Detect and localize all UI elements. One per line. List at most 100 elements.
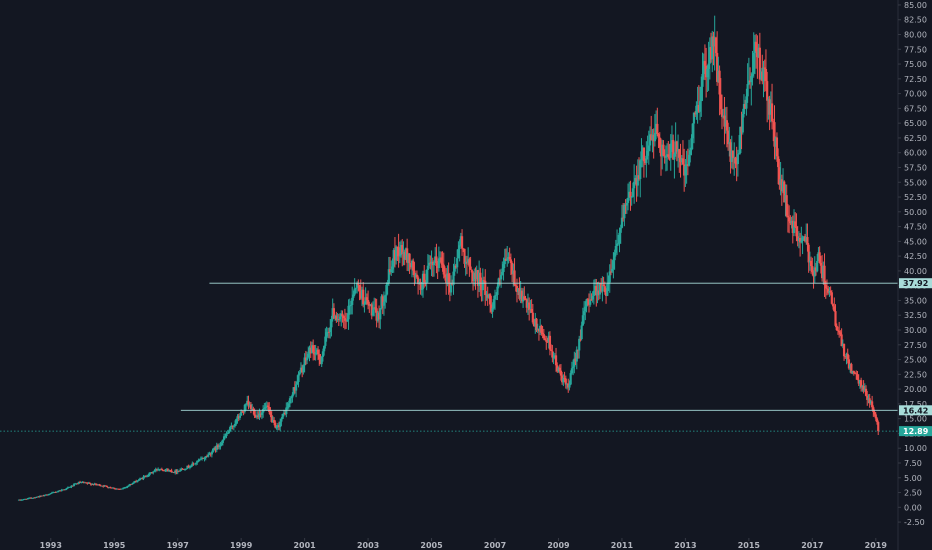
- candle-body: [554, 355, 558, 366]
- candle-body: [205, 456, 209, 458]
- candle-body: [618, 232, 621, 244]
- candle-body: [770, 103, 774, 122]
- candle-body: [764, 68, 768, 82]
- candle-body: [442, 264, 445, 275]
- candle-body: [702, 61, 705, 74]
- candle-body: [836, 330, 840, 331]
- candle-body: [456, 258, 459, 268]
- candle-body: [469, 266, 472, 270]
- candle-body: [763, 67, 766, 69]
- candle-body: [309, 347, 312, 354]
- candle-body: [237, 416, 240, 418]
- candle-body: [650, 134, 653, 141]
- candle-body: [104, 485, 107, 487]
- candle-body: [354, 287, 357, 289]
- candle-body: [181, 468, 184, 470]
- candle-body: [428, 262, 431, 266]
- candle-body: [698, 101, 702, 112]
- candle-body: [49, 493, 52, 495]
- y-tick-label: -2.50: [904, 518, 925, 527]
- candle-body: [725, 120, 728, 131]
- candle-body: [235, 419, 238, 424]
- candle-body: [187, 465, 190, 468]
- candle-body: [327, 331, 331, 333]
- candle-body: [667, 154, 670, 157]
- candle-body: [313, 352, 316, 355]
- candle-body: [525, 299, 528, 308]
- candle-body: [166, 469, 170, 472]
- candle-body: [135, 481, 138, 483]
- candle-body: [264, 406, 267, 408]
- candle-body: [473, 272, 476, 282]
- candle-body: [668, 156, 671, 158]
- candle-body: [298, 372, 301, 375]
- candle-body: [451, 283, 454, 286]
- candle-body: [307, 353, 310, 358]
- candle-body: [645, 155, 648, 164]
- candle-body: [133, 481, 137, 483]
- last-price-marker-bg: [899, 426, 932, 437]
- candle-body: [541, 332, 544, 335]
- candle-body: [515, 286, 519, 292]
- candle-body: [421, 273, 425, 290]
- candle-body: [672, 140, 675, 160]
- candle-body: [186, 465, 189, 469]
- candle-body: [58, 490, 61, 492]
- candle-body: [414, 274, 417, 278]
- candle-body: [59, 490, 62, 492]
- candle-body: [362, 289, 365, 305]
- candle-body: [290, 397, 293, 399]
- candle-body: [663, 155, 666, 158]
- candle-body: [634, 178, 637, 182]
- candle-body: [484, 280, 487, 295]
- candle-body: [231, 425, 234, 427]
- candle-body: [193, 463, 196, 465]
- candle-body: [841, 343, 844, 347]
- candle-body: [229, 427, 232, 432]
- candles-layer: [17, 15, 880, 501]
- candle-body: [819, 262, 822, 266]
- y-tick-label: 82.50: [904, 16, 927, 25]
- candle-body: [96, 484, 99, 486]
- candle-body: [670, 140, 674, 144]
- candle-body: [580, 325, 583, 340]
- candle-body: [648, 134, 652, 146]
- candle-body: [653, 132, 656, 142]
- candle-body: [20, 500, 23, 501]
- candle-body: [585, 299, 588, 307]
- candle-body: [398, 255, 401, 257]
- candle-body: [718, 70, 721, 95]
- candle-body: [800, 240, 803, 243]
- candle-body: [564, 378, 567, 385]
- candle-body: [33, 497, 37, 499]
- candle-body: [244, 404, 248, 405]
- candle-body: [644, 161, 647, 164]
- y-tick-label: 60.00: [904, 149, 927, 158]
- candle-body: [215, 445, 218, 450]
- x-tick-label: 2015: [738, 541, 761, 550]
- candle-body: [872, 407, 875, 412]
- candle-body: [226, 432, 229, 434]
- candle-body: [436, 265, 439, 269]
- candle-body: [661, 144, 664, 157]
- x-tick-label: 2005: [420, 541, 443, 550]
- candle-body: [119, 489, 122, 490]
- candle-body: [842, 343, 846, 357]
- candle-body: [260, 412, 264, 415]
- candle-body: [258, 413, 261, 418]
- candle-body: [681, 158, 685, 165]
- candle-body: [830, 292, 833, 304]
- candle-body: [581, 315, 584, 326]
- candle-body: [509, 259, 512, 263]
- candle-body: [108, 487, 111, 489]
- candle-body: [633, 181, 636, 189]
- candle-body: [784, 195, 787, 203]
- candle-body: [305, 357, 309, 361]
- candle-body: [114, 488, 117, 490]
- candle-body: [524, 299, 527, 301]
- candle-body: [683, 164, 686, 176]
- candle-body: [304, 357, 307, 361]
- candle-body: [230, 425, 233, 428]
- time-axis[interactable]: 1993 1995 1997 1999 2001 2003 2005 2007 2009 2011…: [40, 538, 888, 550]
